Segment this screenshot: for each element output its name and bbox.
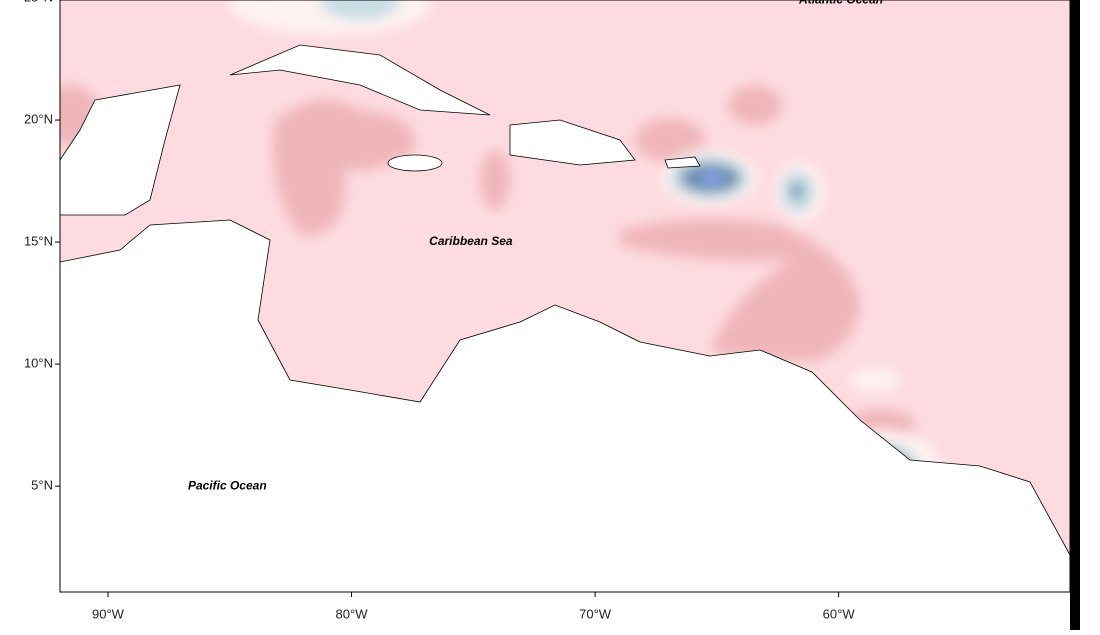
y-tick-label: 15°N	[24, 234, 53, 249]
place-label: Caribbean Sea	[429, 234, 513, 248]
place-label: Pacific Ocean	[188, 478, 267, 492]
y-tick-label: 20°N	[24, 111, 53, 126]
edge-bar	[1070, 0, 1080, 630]
y-tick-label: 10°N	[24, 356, 53, 371]
x-tick-label: 70°W	[579, 606, 612, 621]
x-tick-label: 60°W	[823, 606, 856, 621]
place-label: Atlantic Ocean	[798, 0, 883, 7]
x-tick-label: 90°W	[92, 606, 125, 621]
map-area	[60, 0, 1070, 592]
y-tick-label: 5°N	[31, 478, 53, 493]
x-tick-label: 80°W	[336, 606, 369, 621]
land	[60, 44, 1070, 592]
y-tick-label: 25°N	[24, 0, 53, 4]
